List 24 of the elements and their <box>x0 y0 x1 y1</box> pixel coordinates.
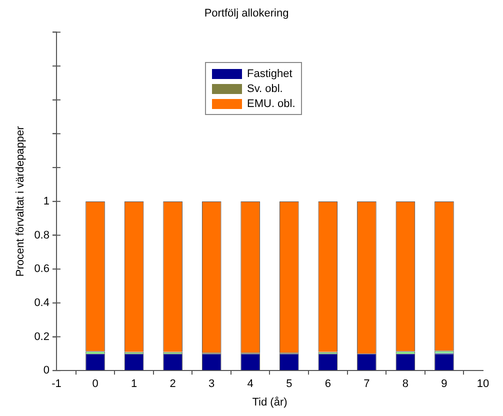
y-tick-label: 0.2 <box>34 330 50 343</box>
x-tick-label: 6 <box>324 378 331 390</box>
legend-label: Fastighet <box>247 68 292 80</box>
x-tick-label: 4 <box>247 378 254 390</box>
y-tick-label: 0.6 <box>34 263 50 276</box>
x-tick-label: 8 <box>402 378 409 390</box>
x-tick-label: 10 <box>476 378 490 390</box>
x-axis-title: Tid (år) <box>252 396 288 408</box>
x-tick-label: 3 <box>208 378 215 390</box>
x-tick-label: 0 <box>92 378 98 390</box>
y-tick-label: 0 <box>43 364 50 377</box>
y-tick-label: 1 <box>43 195 50 208</box>
x-tick-label: 2 <box>170 378 176 390</box>
y-tick-label: 0.4 <box>34 296 50 309</box>
legend-label: EMU. obl. <box>247 98 296 110</box>
x-tick-label: -1 <box>52 378 62 390</box>
y-tick-label: 0.8 <box>34 229 50 242</box>
x-tick-label: 5 <box>286 378 292 390</box>
x-tick-label: 1 <box>130 378 138 390</box>
x-tick-label: 9 <box>441 378 448 390</box>
y-axis-title: Procent förvaltat i värdepapper <box>14 126 27 277</box>
chart-title: Portfölj allokering <box>204 8 289 20</box>
x-tick-label: 7 <box>364 378 370 390</box>
legend-label: Sv. obl. <box>247 82 283 94</box>
